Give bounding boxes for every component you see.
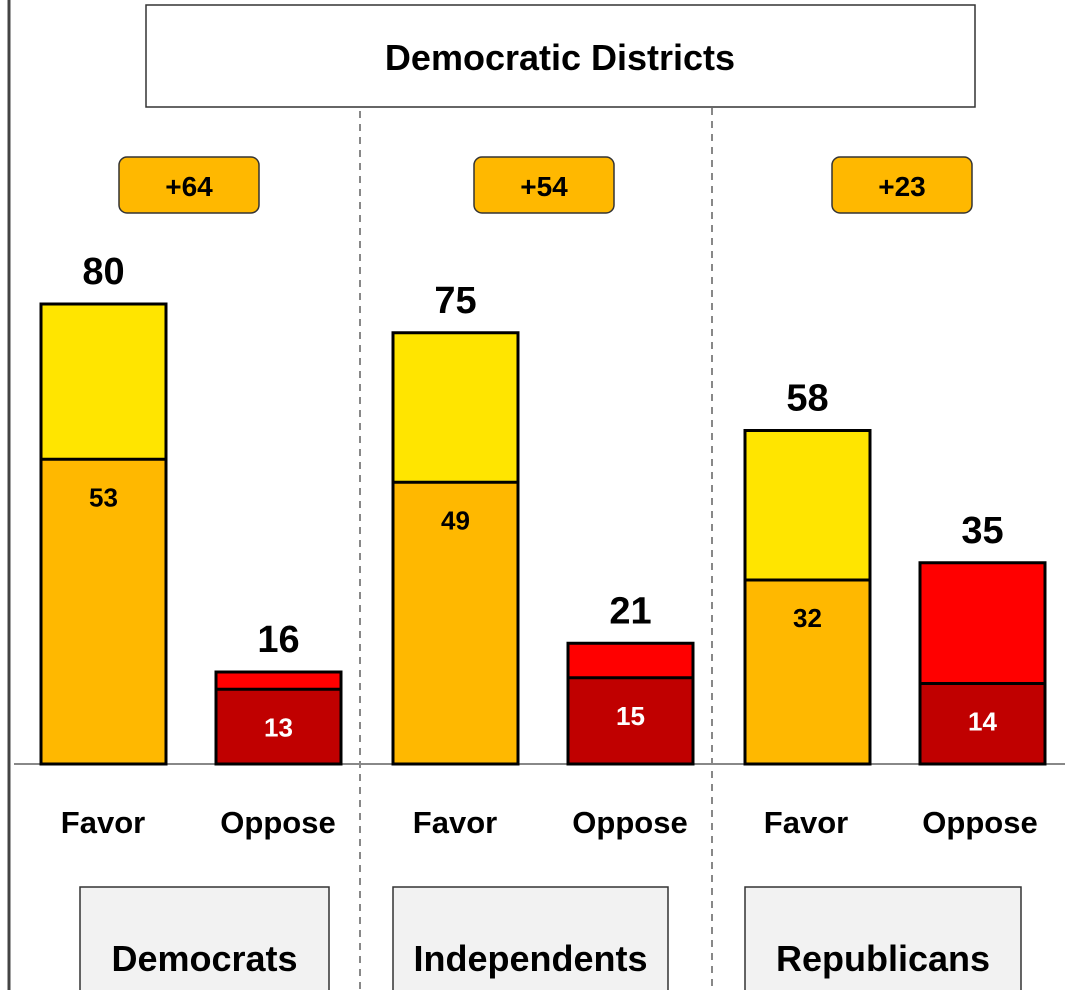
category-label-favor: Favor bbox=[413, 805, 497, 840]
title-box bbox=[145, 4, 976, 108]
group-label: Republicans bbox=[776, 938, 990, 979]
bar-strong-label: 32 bbox=[793, 603, 822, 633]
bar-total-label: 21 bbox=[609, 590, 651, 632]
group-label: Democrats bbox=[111, 938, 297, 979]
bar-strong-label: 14 bbox=[968, 707, 997, 737]
group-label: Independents bbox=[413, 938, 647, 979]
bar-strong-favor bbox=[746, 580, 869, 763]
bar-strong-label: 49 bbox=[441, 505, 470, 535]
group-label-box bbox=[392, 886, 669, 990]
bar-total-label: 16 bbox=[257, 619, 299, 661]
bar-total-label: 80 bbox=[82, 251, 124, 293]
group-label-box bbox=[744, 886, 1022, 990]
chart-marks: +64 80 53 Favor 16 13 Oppose Democrats +54 75 49 Fa… bbox=[39, 156, 1047, 990]
bar-total-label: 35 bbox=[961, 510, 1003, 552]
bar-strong-label: 15 bbox=[616, 701, 645, 731]
net-difference-label: +54 bbox=[520, 171, 568, 202]
bar-strong-label: 53 bbox=[89, 482, 118, 512]
bar-strong-oppose bbox=[217, 689, 340, 763]
net-difference-badge bbox=[831, 156, 973, 214]
bar-strong-oppose bbox=[921, 683, 1044, 763]
bar-strong-label: 13 bbox=[264, 712, 293, 742]
net-difference-badge bbox=[118, 156, 260, 214]
net-difference-label: +23 bbox=[878, 171, 926, 202]
bar-total-label: 58 bbox=[786, 378, 828, 420]
bar-strong-favor bbox=[42, 459, 165, 763]
net-difference-badge bbox=[473, 156, 615, 214]
bar-strong-favor bbox=[394, 482, 517, 763]
bar-total-label: 75 bbox=[434, 280, 476, 322]
net-difference-label: +64 bbox=[165, 171, 213, 202]
category-label-oppose: Oppose bbox=[220, 805, 335, 840]
category-label-oppose: Oppose bbox=[922, 805, 1037, 840]
bar-strong-oppose bbox=[569, 677, 692, 763]
category-label-favor: Favor bbox=[61, 805, 145, 840]
category-label-favor: Favor bbox=[764, 805, 848, 840]
category-label-oppose: Oppose bbox=[572, 805, 687, 840]
chart-title: Democratic Districts bbox=[385, 37, 735, 78]
group-label-box bbox=[79, 886, 330, 990]
